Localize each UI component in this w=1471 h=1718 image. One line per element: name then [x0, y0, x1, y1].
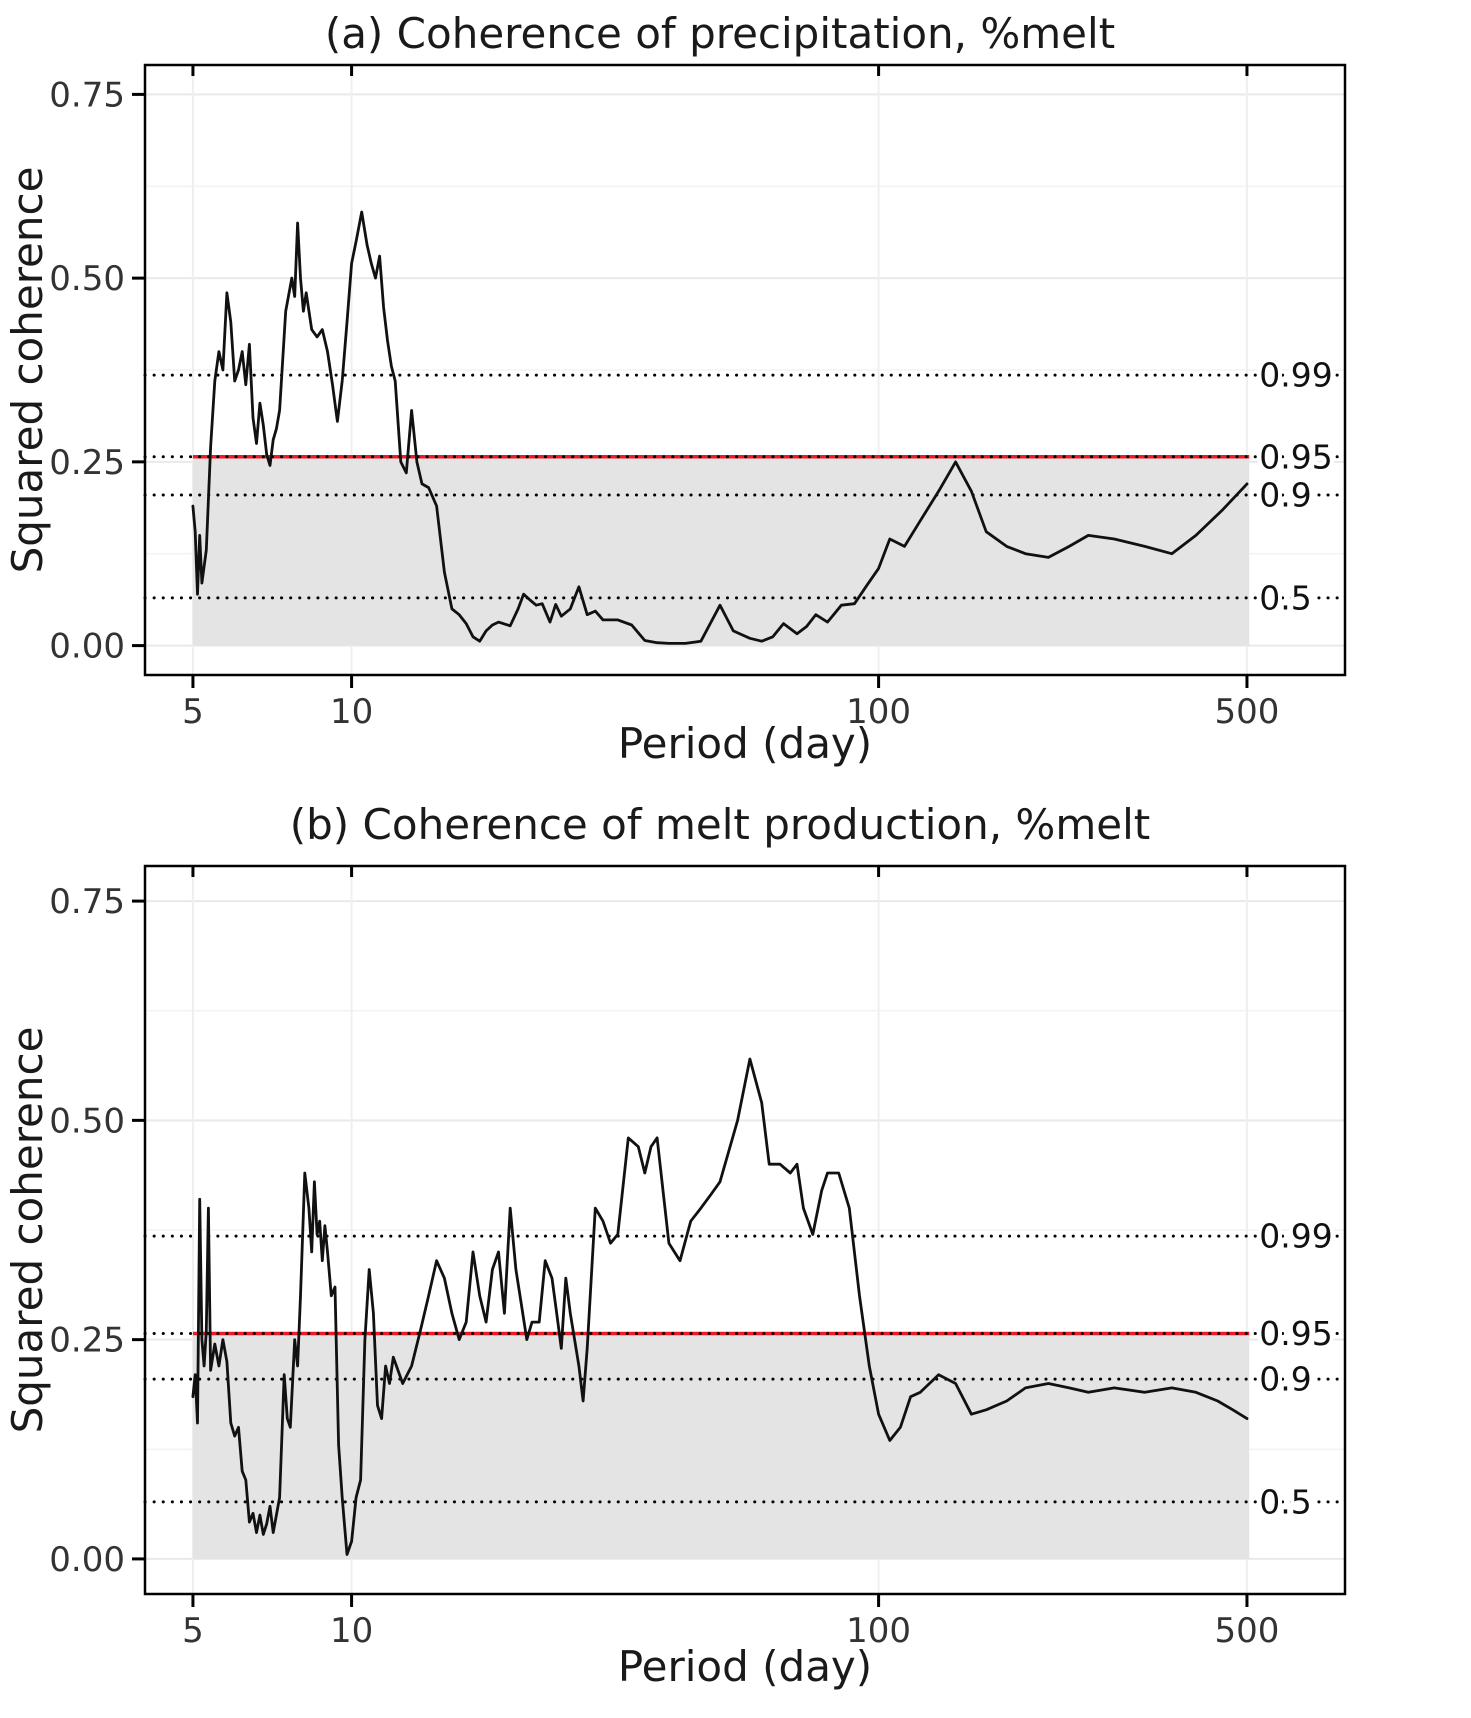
y-tick-label: 0.50	[49, 259, 125, 299]
x-tick-label: 500	[1215, 1611, 1280, 1651]
chart-b-x-axis-label: Period (day)	[618, 1642, 872, 1691]
y-tick-label: 0.50	[49, 1101, 125, 1141]
non-significant-region	[192, 1333, 1250, 1559]
non-significant-region	[192, 456, 1250, 646]
chart-b-title: (b) Coherence of melt production, %melt	[290, 800, 1150, 849]
x-tick-label: 10	[330, 692, 373, 732]
significance-label: 0.99	[1259, 356, 1332, 395]
chart-a-title: (a) Coherence of precipitation, %melt	[325, 9, 1115, 58]
y-tick-label: 0.75	[49, 882, 125, 922]
coherence-data-line	[191, 1057, 1249, 1556]
chart-panel-a: 5 10 100 5000.000.250.500.750.990.950.90.5 …	[3, 9, 1347, 768]
x-tick-label: 5	[182, 1611, 204, 1651]
significance-label: 0.9	[1259, 1360, 1311, 1399]
significance-label: 0.95	[1259, 437, 1332, 476]
y-tick-label: 0.00	[49, 627, 125, 667]
chart-a-x-axis-label: Period (day)	[618, 719, 872, 768]
x-tick-label: 100	[846, 1611, 911, 1651]
y-tick-label: 0.25	[49, 1321, 125, 1361]
significance-label: 0.9	[1259, 475, 1311, 514]
plot-area-a: 5 10 100 500 0.00 0.25 0.50 0.75 0.99 0.950.9 0.5	[49, 63, 1347, 732]
plot-area-b: 5 10 100 500 0.00 0.25 0.50 0.75 0.99 0.95 0.9 0.5	[49, 864, 1347, 1651]
chart-b-y-axis-label: Squared coherence	[3, 1027, 52, 1434]
significance-label: 0.99	[1259, 1217, 1332, 1256]
coherence-data-line	[191, 210, 1249, 645]
chart-a-y-axis-label: Squared coherence	[3, 167, 52, 574]
x-tick-label: 5	[182, 692, 204, 732]
x-tick-label: 100	[846, 692, 911, 732]
y-tick-label: 0.75	[49, 75, 125, 115]
y-tick-label: 0.25	[49, 443, 125, 483]
significance-label: 0.5	[1259, 578, 1311, 617]
chart-panel-b: 5 10 100 5000.000.250.500.750.990.950.90.5 …	[3, 800, 1347, 1691]
plot-border	[143, 864, 1347, 1596]
plot-border	[143, 63, 1347, 677]
significance-label: 0.95	[1259, 1314, 1332, 1353]
x-tick-label: 500	[1215, 692, 1280, 732]
y-tick-label: 0.00	[49, 1540, 125, 1580]
x-tick-label: 10	[330, 1611, 373, 1651]
significance-label: 0.5	[1259, 1482, 1311, 1521]
